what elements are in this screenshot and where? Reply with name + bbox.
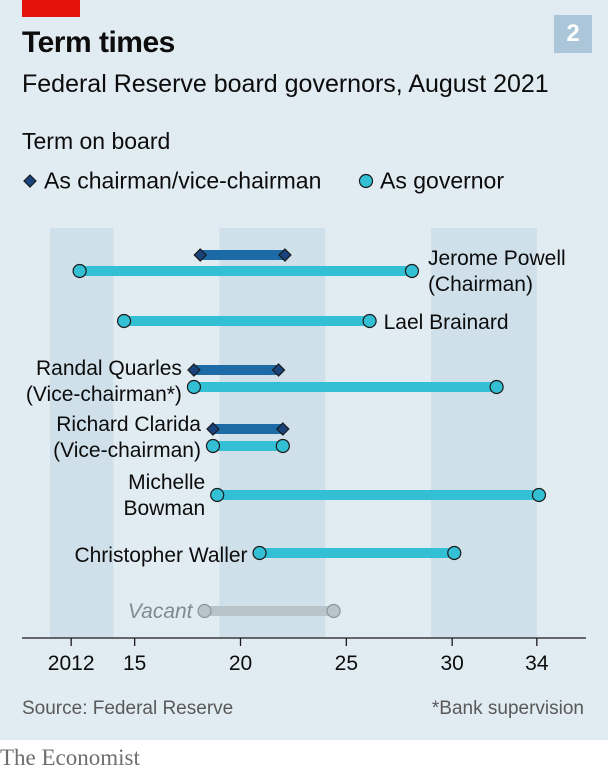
footnote: *Bank supervision <box>431 698 584 719</box>
row-label: Jerome Powell <box>428 247 566 270</box>
legend-item-chair: As chairman/vice-chairman <box>22 166 321 194</box>
chart-subtitle: Federal Reserve board governors, August … <box>22 70 549 98</box>
x-tick-label: 15 <box>123 652 146 675</box>
legend-label-governor: As governor <box>380 167 505 194</box>
governor-term-marker <box>205 438 221 454</box>
chair-term-marker <box>275 422 290 436</box>
governor-term-marker <box>72 263 87 279</box>
governor-term-marker <box>116 313 132 329</box>
x-tick-label: 30 <box>440 652 463 675</box>
governor-term-marker <box>252 545 267 561</box>
row-label: Vacant <box>128 600 194 623</box>
governor-term-marker <box>275 438 290 454</box>
row-label: Richard Clarida <box>56 413 201 436</box>
chair-term-marker <box>193 248 208 262</box>
row-label: (Vice-chairman*) <box>26 383 182 406</box>
range-chart: 2012 15 20 25 30 34 Jerome Powell (Chairman) Lae… <box>22 228 586 675</box>
section-label: Term on board <box>22 128 171 154</box>
chair-term-marker <box>278 248 292 262</box>
governor-term-marker <box>489 379 504 395</box>
brand-red-tag <box>22 0 80 17</box>
chart-title: Term times <box>22 26 175 59</box>
legend-item-governor: As governor <box>358 166 504 194</box>
governor-term-marker <box>447 545 462 561</box>
row-label: Bowman <box>124 497 206 520</box>
diamond-marker-icon <box>23 174 37 188</box>
x-tick-label: 2012 <box>48 652 95 675</box>
x-tick-label: 34 <box>525 652 549 675</box>
row-label: Randal Quarles <box>36 357 182 380</box>
governor-term-marker <box>186 379 202 395</box>
row-label: (Chairman) <box>428 273 533 296</box>
vacant-term-marker <box>326 603 341 619</box>
row-label: Christopher Waller <box>74 544 247 567</box>
row-label: Lael Brainard <box>384 311 509 334</box>
economist-logo: The Economist <box>0 745 140 770</box>
chair-term-marker <box>271 363 286 377</box>
x-tick-label: 25 <box>335 652 358 675</box>
chair-term-marker <box>206 422 220 436</box>
legend-label-chair: As chairman/vice-chairman <box>44 167 322 194</box>
governor-term-marker <box>210 487 225 503</box>
row-label: Michelle <box>128 471 205 494</box>
shaded-band <box>431 228 537 638</box>
chair-term-marker <box>187 363 201 377</box>
circle-marker-icon <box>358 173 374 189</box>
governor-term-marker <box>531 487 547 503</box>
chart-number-badge: 2 <box>554 15 592 53</box>
row-label: (Vice-chairman) <box>53 439 201 462</box>
x-tick-label: 20 <box>229 652 252 675</box>
governor-term-marker <box>404 263 420 279</box>
governor-term-marker <box>362 313 377 329</box>
vacant-term-marker <box>197 603 212 619</box>
source-note: Source: Federal Reserve <box>22 698 234 719</box>
shaded-band <box>50 228 114 638</box>
